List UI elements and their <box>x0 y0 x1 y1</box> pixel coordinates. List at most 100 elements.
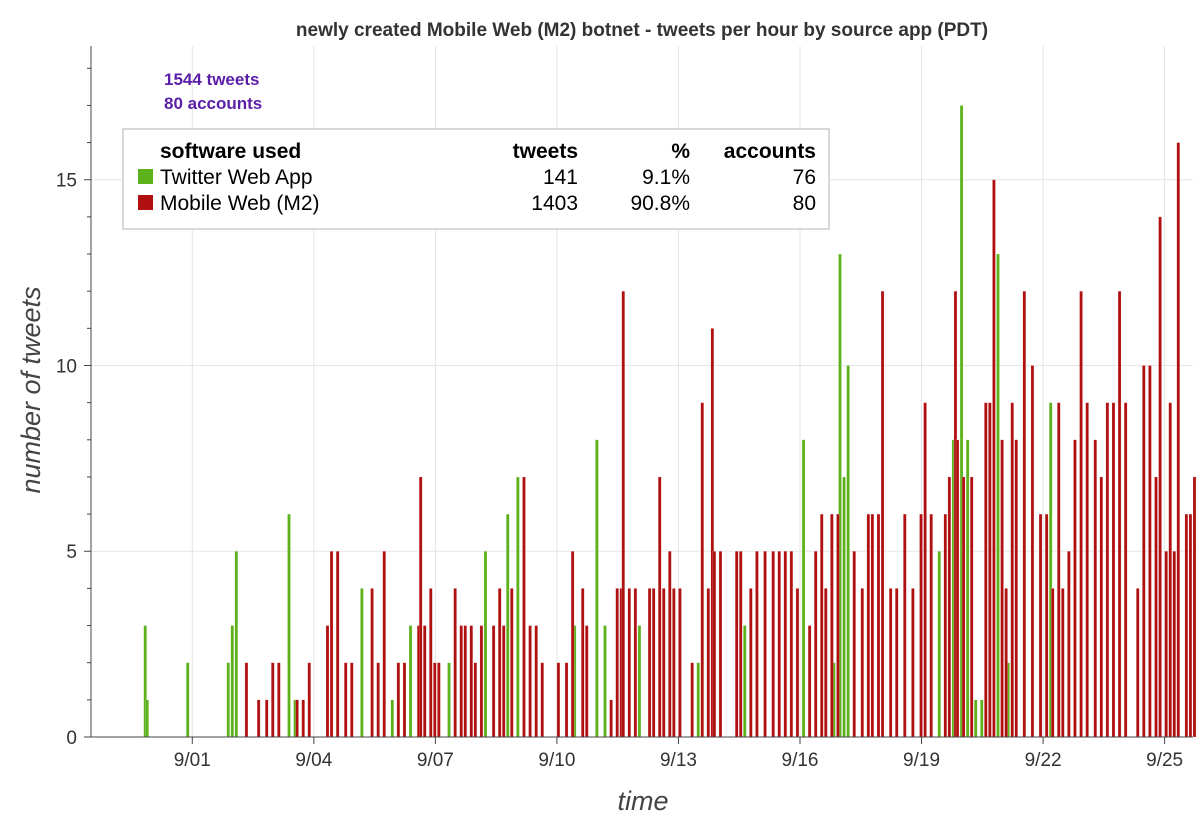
bar-mobile-web-m2 <box>627 588 631 738</box>
bar-mobile-web-m2 <box>1010 402 1014 738</box>
bar-mobile-web-m2 <box>376 662 380 738</box>
bar-mobile-web-m2 <box>277 662 281 738</box>
bar-mobile-web-m2 <box>459 625 463 738</box>
bar-twitter-web-app <box>483 551 488 738</box>
bar-mobile-web-m2 <box>1038 513 1043 738</box>
bar-mobile-web-m2 <box>1164 551 1168 738</box>
bar-mobile-web-m2 <box>1051 588 1055 738</box>
bar-mobile-web-m2 <box>911 588 915 738</box>
bar-mobile-web-m2 <box>1117 291 1122 738</box>
bar-mobile-web-m2 <box>647 588 652 738</box>
x-tick-label: 9/13 <box>660 750 697 771</box>
y-tick-label: 10 <box>56 356 77 377</box>
x-tick-label: 9/25 <box>1146 750 1183 771</box>
bar-mobile-web-m2 <box>888 588 893 738</box>
bar-twitter-web-app <box>408 625 413 738</box>
bar-mobile-web-m2 <box>777 551 781 738</box>
bar-mobile-web-m2 <box>984 402 988 738</box>
bar-mobile-web-m2 <box>1158 216 1162 738</box>
legend-accounts-twitter-web-app: 76 <box>793 166 816 189</box>
bar-mobile-web-m2 <box>564 662 569 738</box>
bar-twitter-web-app <box>390 699 394 738</box>
bar-mobile-web-m2 <box>836 513 840 738</box>
bar-mobile-web-m2 <box>522 476 526 738</box>
bar-mobile-web-m2 <box>419 476 423 738</box>
bar-mobile-web-m2 <box>943 513 947 738</box>
bar-mobile-web-m2 <box>1073 439 1077 738</box>
bar-twitter-web-app <box>842 476 846 738</box>
bar-mobile-web-m2 <box>244 662 249 738</box>
bar-mobile-web-m2 <box>876 513 881 738</box>
bar-mobile-web-m2 <box>870 513 875 738</box>
bar-mobile-web-m2 <box>1192 476 1197 738</box>
bar-twitter-web-app <box>234 551 238 738</box>
bar-mobile-web-m2 <box>1079 291 1083 738</box>
legend-name-twitter-web-app: Twitter Web App <box>160 166 313 189</box>
bar-twitter-web-app <box>696 662 700 738</box>
y-tick-label: 5 <box>66 542 77 563</box>
bar-mobile-web-m2 <box>1067 551 1071 738</box>
bar-mobile-web-m2 <box>988 402 992 738</box>
bar-mobile-web-m2 <box>1168 402 1172 738</box>
bar-twitter-web-app <box>743 625 747 738</box>
bar-mobile-web-m2 <box>1099 476 1103 738</box>
annotation-total-tweets: 1544 tweets <box>164 70 259 89</box>
bar-mobile-web-m2 <box>307 662 311 738</box>
x-tick-label: 9/10 <box>538 750 575 771</box>
bar-mobile-web-m2 <box>295 699 299 738</box>
bar-twitter-web-app <box>186 662 190 738</box>
bar-twitter-web-app <box>145 699 149 738</box>
bar-twitter-web-app <box>506 513 510 738</box>
bar-twitter-web-app <box>965 439 970 738</box>
bar-twitter-web-app <box>801 439 806 738</box>
bar-mobile-web-m2 <box>1172 551 1176 738</box>
bar-mobile-web-m2 <box>771 551 775 738</box>
bar-mobile-web-m2 <box>824 588 828 738</box>
bar-mobile-web-m2 <box>706 588 710 738</box>
x-tick-label: 9/07 <box>417 750 454 771</box>
bar-mobile-web-m2 <box>396 662 401 738</box>
bar-mobile-web-m2 <box>534 625 538 738</box>
bar-mobile-web-m2 <box>570 551 575 738</box>
bar-mobile-web-m2 <box>662 588 666 738</box>
bar-mobile-web-m2 <box>1148 365 1152 738</box>
bar-mobile-web-m2 <box>672 588 676 738</box>
bar-mobile-web-m2 <box>1004 588 1008 738</box>
bar-mobile-web-m2 <box>510 588 514 738</box>
bar-mobile-web-m2 <box>795 588 800 738</box>
bar-mobile-web-m2 <box>852 551 856 738</box>
bar-mobile-web-m2 <box>265 699 269 738</box>
legend-accounts-mobile-web-m2: 80 <box>793 192 816 215</box>
bar-mobile-web-m2 <box>609 699 613 738</box>
bar-mobile-web-m2 <box>615 588 619 738</box>
bar-mobile-web-m2 <box>1022 291 1026 738</box>
bar-mobile-web-m2 <box>923 402 927 738</box>
bar-mobile-web-m2 <box>301 699 305 738</box>
annotation-total-accounts: 80 accounts <box>164 94 262 113</box>
bar-mobile-web-m2 <box>919 513 923 738</box>
bar-mobile-web-m2 <box>1044 513 1049 738</box>
bar-mobile-web-m2 <box>469 625 473 738</box>
x-tick-label: 9/16 <box>782 750 819 771</box>
bar-mobile-web-m2 <box>350 662 354 738</box>
bar-mobile-web-m2 <box>1142 365 1146 738</box>
bar-mobile-web-m2 <box>668 551 672 738</box>
bar-twitter-web-app <box>603 625 607 738</box>
bar-mobile-web-m2 <box>256 699 261 738</box>
bar-twitter-web-app <box>287 513 291 738</box>
bar-mobile-web-m2 <box>271 662 275 738</box>
bar-mobile-web-m2 <box>820 513 824 738</box>
bar-mobile-web-m2 <box>621 291 625 738</box>
bar-twitter-web-app <box>516 476 520 738</box>
bar-twitter-web-app <box>230 625 234 738</box>
bar-mobile-web-m2 <box>581 588 585 738</box>
bar-mobile-web-m2 <box>1184 513 1189 738</box>
bar-mobile-web-m2 <box>866 513 871 738</box>
bar-mobile-web-m2 <box>718 551 723 738</box>
bar-mobile-web-m2 <box>633 588 638 738</box>
bar-mobile-web-m2 <box>502 625 506 738</box>
legend-header-percent: % <box>671 140 690 163</box>
axes: 9/01 9/04 9/07 9/10 9/13 9/16 9/19 9/22 9/25 0 5 10… <box>56 46 1193 771</box>
bar-mobile-web-m2 <box>735 551 739 738</box>
